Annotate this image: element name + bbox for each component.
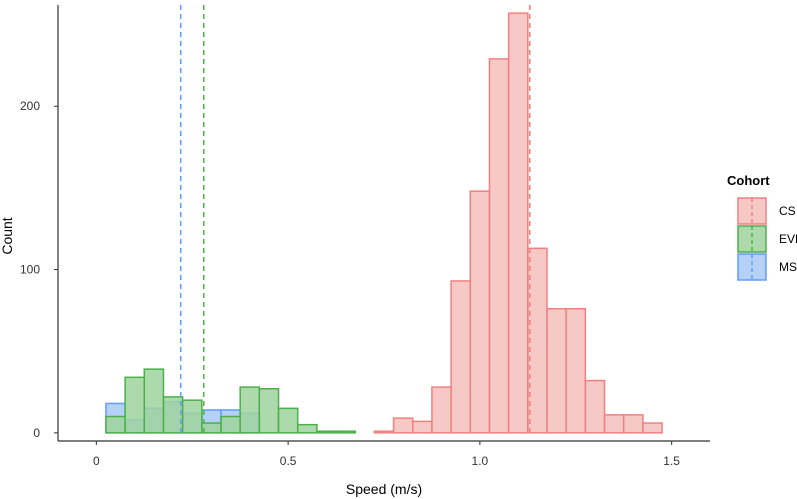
y-tick-label: 200	[20, 99, 40, 113]
y-tick-label: 100	[20, 263, 40, 277]
bar-evf	[277, 407, 299, 434]
legend-key-ms	[737, 253, 767, 281]
bar-cs	[622, 414, 644, 434]
x-axis-title: Speed (m/s)	[346, 481, 422, 497]
x-tick-label: 1.0	[472, 454, 489, 468]
bar-evf	[296, 423, 318, 434]
bar-cs	[488, 58, 510, 434]
ticks-layer: 0 0.5 1.0 1.5 0 100 200	[20, 99, 680, 468]
bar-cs	[565, 307, 587, 434]
bar-cs	[412, 420, 433, 434]
bar-evf	[220, 415, 241, 434]
legend: Cohort CS EVF MS	[727, 173, 797, 281]
legend-label-cs: CS	[779, 204, 796, 218]
legend-label-ms: MS	[779, 260, 797, 274]
bar-evf	[162, 396, 184, 434]
bar-cs	[373, 430, 395, 434]
legend-entries: CS EVF MS	[737, 197, 797, 281]
bar-evf	[124, 376, 146, 434]
bar-cs	[546, 307, 567, 434]
bar-cs	[642, 422, 663, 434]
bar-evf	[105, 415, 126, 434]
bar-cs	[431, 386, 452, 434]
bar-evf	[316, 430, 337, 434]
series-cs	[373, 12, 663, 434]
bar-cs	[392, 417, 414, 434]
bar-cs	[469, 190, 491, 434]
legend-label-evf: EVF	[779, 232, 797, 246]
series-evf	[105, 368, 356, 434]
bar-evf	[201, 422, 222, 434]
bar-cs	[603, 414, 625, 434]
x-tick-label: 1.5	[663, 454, 680, 468]
bar-evf	[181, 399, 203, 434]
bars-layer	[105, 12, 663, 434]
x-tick-label: 0.5	[280, 454, 297, 468]
legend-title: Cohort	[727, 173, 770, 188]
bar-evf	[335, 430, 356, 434]
bar-cs	[450, 280, 472, 434]
bar-evf	[143, 368, 165, 434]
y-axis-title: Count	[0, 217, 15, 254]
bar-cs	[507, 12, 529, 434]
bar-cs	[527, 247, 548, 434]
x-tick-label: 0	[93, 454, 100, 468]
y-tick-label: 0	[33, 426, 40, 440]
bar-evf	[239, 386, 261, 434]
bar-cs	[584, 379, 606, 434]
bar-evf	[258, 388, 280, 434]
